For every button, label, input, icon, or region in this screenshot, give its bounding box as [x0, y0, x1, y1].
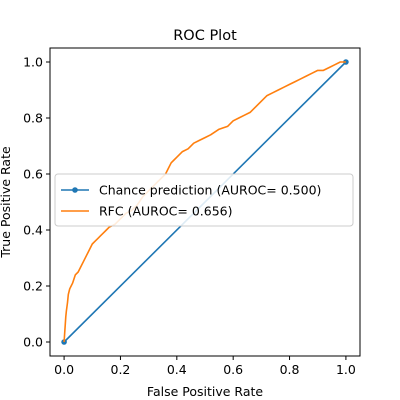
x-tick-label: 0.4	[167, 362, 187, 377]
series-line-rfc	[63, 61, 346, 343]
y-axis-label: True Positive Rate	[0, 146, 13, 259]
plot-frame	[49, 47, 361, 357]
x-tick-label: 0.0	[54, 362, 74, 377]
y-tick-label: 0.4	[23, 223, 43, 238]
chart-title: ROC Plot	[173, 28, 237, 44]
legend-label: Chance prediction (AUROC= 0.500)	[99, 183, 321, 198]
legend-box	[54, 173, 354, 227]
x-tick-label: 0.6	[223, 362, 243, 377]
y-tick-label: 0.8	[23, 111, 43, 126]
x-axis-label: False Positive Rate	[147, 384, 263, 399]
x-tick-label: 0.2	[111, 362, 131, 377]
legend: Chance prediction (AUROC= 0.500) RFC (AUR…	[54, 173, 354, 227]
x-tick-label: 0.8	[280, 362, 300, 377]
y-tick-label: 0.6	[23, 167, 43, 182]
legend-marker	[72, 187, 78, 193]
y-tick-label: 0.0	[23, 335, 43, 350]
y-tick-label: 1.0	[23, 55, 43, 70]
x-tick-label: 1.0	[336, 362, 356, 377]
y-tick-label: 0.2	[23, 279, 43, 294]
legend-label: RFC (AUROC= 0.656)	[99, 204, 233, 219]
